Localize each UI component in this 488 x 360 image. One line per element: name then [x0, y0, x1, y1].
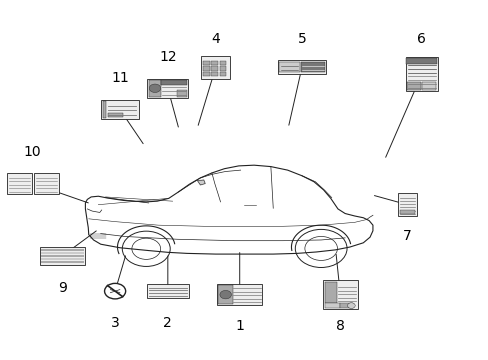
Circle shape — [104, 283, 125, 299]
Bar — [148, 80, 161, 97]
Bar — [146, 284, 188, 298]
Bar — [203, 72, 209, 76]
Bar — [219, 60, 226, 65]
Bar — [161, 80, 186, 85]
Bar — [407, 82, 420, 90]
Polygon shape — [197, 180, 205, 185]
Bar — [211, 72, 218, 76]
Bar — [217, 284, 262, 305]
Bar — [279, 62, 299, 72]
Bar — [406, 58, 436, 64]
Bar — [102, 101, 106, 118]
Text: 12: 12 — [159, 50, 176, 63]
Text: 7: 7 — [402, 229, 411, 243]
Text: 1: 1 — [235, 319, 244, 333]
Bar — [41, 252, 83, 255]
Text: 9: 9 — [58, 280, 67, 294]
Text: 8: 8 — [335, 319, 344, 333]
Bar — [201, 56, 230, 78]
Text: 10: 10 — [24, 145, 41, 159]
Bar — [7, 173, 32, 194]
Bar — [218, 285, 232, 304]
Text: 11: 11 — [111, 71, 128, 85]
Circle shape — [347, 303, 354, 309]
Bar — [278, 60, 325, 74]
Circle shape — [220, 291, 231, 299]
Bar — [397, 193, 416, 216]
Text: 4: 4 — [211, 32, 220, 46]
Bar — [203, 66, 209, 71]
Text: 3: 3 — [110, 316, 119, 330]
Bar — [219, 66, 226, 71]
Bar — [41, 258, 83, 260]
Bar — [108, 113, 123, 117]
Bar — [177, 90, 186, 97]
Bar — [41, 255, 83, 257]
Bar — [325, 303, 339, 308]
Bar — [301, 62, 325, 72]
Text: 6: 6 — [417, 32, 426, 46]
Bar — [323, 280, 357, 309]
Bar — [101, 100, 138, 119]
Circle shape — [149, 84, 161, 93]
Text: 2: 2 — [163, 316, 172, 330]
Bar — [41, 261, 83, 263]
Bar — [405, 57, 437, 91]
Bar — [324, 282, 336, 303]
Bar — [399, 210, 414, 215]
Bar — [40, 247, 85, 265]
Bar — [147, 78, 188, 98]
Bar — [211, 66, 218, 71]
Bar — [421, 82, 435, 90]
Bar — [203, 60, 209, 65]
Bar — [211, 60, 218, 65]
Bar — [34, 173, 59, 194]
Bar — [219, 72, 226, 76]
Bar — [41, 249, 83, 251]
Bar — [339, 303, 353, 308]
Text: 5: 5 — [297, 32, 306, 46]
